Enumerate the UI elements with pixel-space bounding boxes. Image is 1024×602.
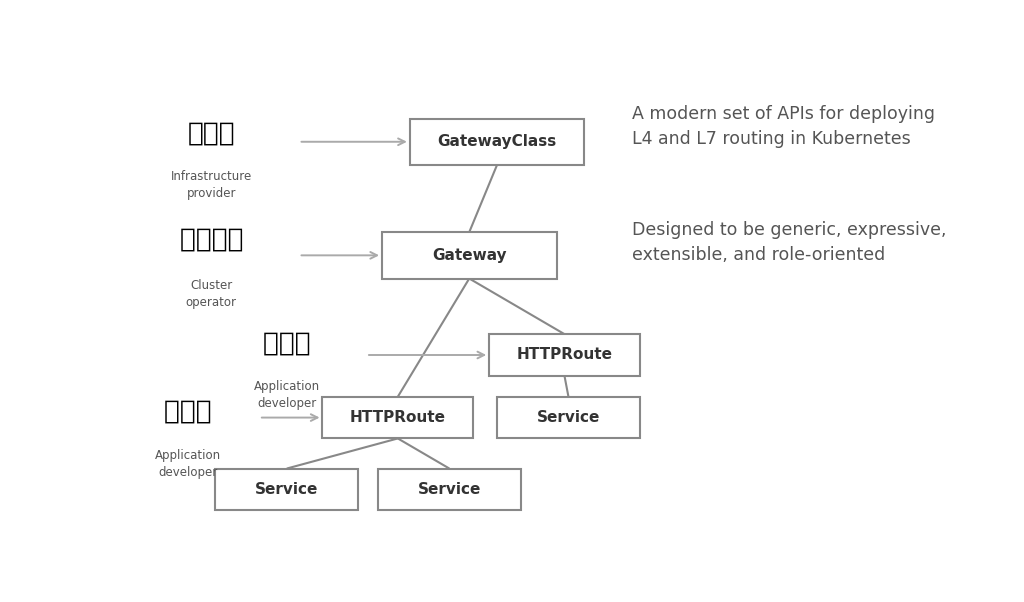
FancyBboxPatch shape (382, 232, 557, 279)
FancyBboxPatch shape (489, 334, 640, 376)
Text: Designed to be generic, expressive,
extensible, and role-oriented: Designed to be generic, expressive, exte… (632, 220, 946, 264)
Text: 👩🏼‍💻: 👩🏼‍💻 (263, 330, 310, 356)
Text: Application
developer: Application developer (254, 380, 319, 411)
Text: GatewayClass: GatewayClass (437, 134, 557, 149)
Text: HTTPRoute: HTTPRoute (516, 347, 612, 362)
Text: Application
developer: Application developer (155, 448, 220, 479)
Text: Cluster
operator: Cluster operator (185, 279, 237, 308)
Text: Gateway: Gateway (432, 248, 507, 263)
Text: 🧑🏽‍💻: 🧑🏽‍💻 (164, 399, 211, 424)
FancyBboxPatch shape (323, 397, 473, 438)
Text: A modern set of APIs for deploying
L4 and L7 routing in Kubernetes: A modern set of APIs for deploying L4 an… (632, 105, 935, 147)
FancyBboxPatch shape (497, 397, 640, 438)
FancyBboxPatch shape (378, 468, 521, 510)
Text: HTTPRoute: HTTPRoute (350, 410, 445, 425)
Text: Service: Service (418, 482, 481, 497)
FancyBboxPatch shape (215, 468, 358, 510)
Text: 🧑🏿‍🔧🧔: 🧑🏿‍🔧🧔 (179, 227, 243, 253)
Text: Service: Service (537, 410, 600, 425)
Text: 👷👷🏽: 👷👷🏽 (187, 120, 236, 146)
Text: Service: Service (255, 482, 318, 497)
Text: Infrastructure
provider: Infrastructure provider (171, 170, 252, 200)
FancyBboxPatch shape (410, 119, 585, 165)
